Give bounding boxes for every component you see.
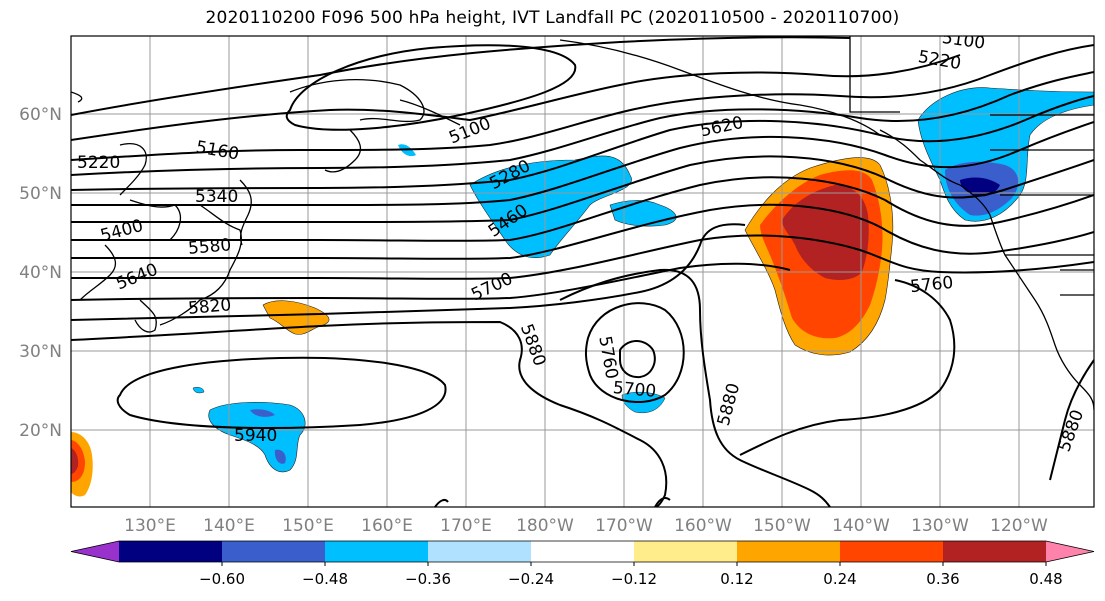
contour-label: 5400 [98,216,145,247]
colorbar-swatch [943,541,1047,562]
colorbar-tick-label: −0.12 [611,570,657,588]
ivt-positive-region [782,185,869,280]
contour-label: 5880 [714,381,745,428]
lon-label: 150°E [282,516,334,536]
colorbar-swatch [325,541,429,562]
lon-label: 130°E [124,516,176,536]
map-title: 2020110200 F096 500 hPa height, IVT Land… [205,8,900,28]
contour-label: 5760 [909,273,954,297]
colorbar-tick-label: 0.12 [720,570,753,588]
colorbar-extend-high [1046,541,1094,562]
colorbar-swatch [222,541,326,562]
colorbar-tick-label: −0.36 [405,570,451,588]
contour-label: 5220 [916,47,962,74]
colorbar: −0.60 −0.48 −0.36 −0.24 −0.12 0.12 0.24 0.36 0.4… [70,540,1095,588]
contour-label: 5620 [699,113,745,142]
contour-label: 5760 [594,335,621,381]
colorbar-swatch [428,541,532,562]
map-frame [70,35,1095,508]
ivt-negative-region [609,200,677,227]
lon-label: 160°E [361,516,413,536]
colorbar-swatch [634,541,738,562]
height-contours [71,36,1094,507]
coastlines [71,36,1094,411]
colorbar-swatch [531,541,635,562]
lat-label: 30°N [19,342,62,362]
contour-label: 5100 [941,28,987,54]
colorbar-tick-label: −0.48 [302,570,348,588]
lon-label: 140°W [832,516,890,536]
contour-label: 5820 [187,295,232,319]
lon-label: 180°W [516,516,574,536]
colorbar-tick-label: −0.24 [508,570,554,588]
lon-label: 170°W [595,516,653,536]
latitude-labels: 60°N 50°N 40°N 30°N 20°N [19,105,62,441]
lon-label: 140°E [203,516,255,536]
lon-label: 120°W [990,516,1048,536]
colorbar-swatch [119,541,223,562]
contour-label: 5700 [612,378,657,402]
contour-label: 5700 [468,269,516,305]
contour-label: 5340 [195,187,238,207]
colorbar-extend-low [71,541,119,562]
lat-label: 20°N [19,421,62,441]
contour-label: 5220 [77,153,120,173]
colorbar-tick-label: −0.60 [199,570,245,588]
lon-label: 150°W [753,516,811,536]
colorbar-swatch [737,541,841,562]
contour-label: 5580 [187,235,232,259]
lat-label: 60°N [19,105,62,125]
colorbar-tick-label: 0.48 [1029,570,1062,588]
contour-label: 5940 [234,426,277,446]
lon-label: 170°E [440,516,492,536]
lat-label: 50°N [19,184,62,204]
lon-label: 130°W [911,516,969,536]
colorbar-swatch [840,541,944,562]
colorbar-tick-label: 0.36 [926,570,959,588]
colorbar-tick-label: 0.24 [823,570,856,588]
longitude-labels: 130°E 140°E 150°E 160°E 170°E 180°W 170°… [124,516,1048,536]
lat-label: 40°N [19,263,62,283]
contour-label: 5880 [1055,407,1089,454]
contour-label: 5640 [113,260,161,295]
colorbar-outline [70,540,1095,563]
contour-label: 5160 [194,137,240,164]
lon-label: 160°W [674,516,732,536]
